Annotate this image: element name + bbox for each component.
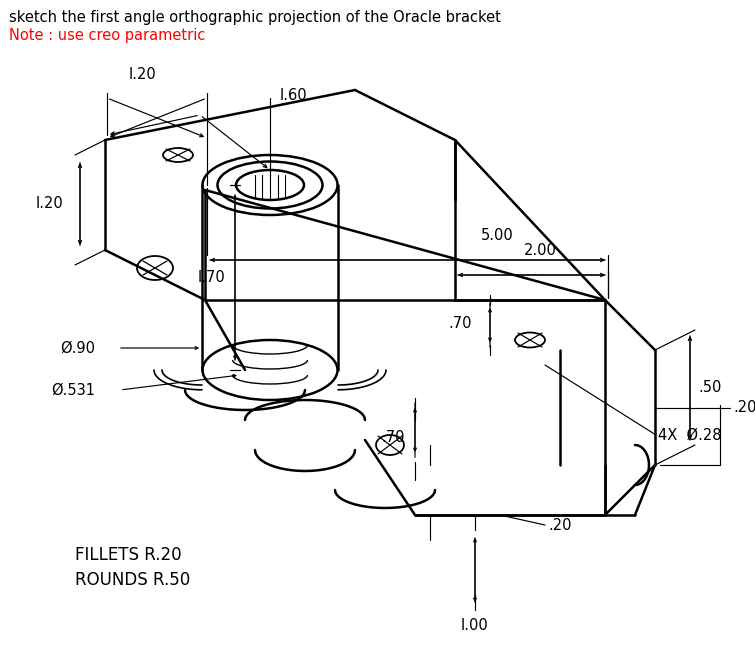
Text: I.20: I.20 xyxy=(129,67,157,82)
Text: I.00: I.00 xyxy=(461,618,489,633)
Text: .20: .20 xyxy=(733,401,755,416)
Text: Note : use creo parametric: Note : use creo parametric xyxy=(9,28,205,43)
Text: .70: .70 xyxy=(381,430,405,445)
Text: sketch the first angle orthographic projection of the Oracle bracket: sketch the first angle orthographic proj… xyxy=(9,10,501,25)
Text: 2.00: 2.00 xyxy=(523,243,556,258)
Text: 5.00: 5.00 xyxy=(481,228,513,243)
Text: .70: .70 xyxy=(448,316,472,331)
Text: I.20: I.20 xyxy=(35,196,63,212)
Text: Ø.90: Ø.90 xyxy=(60,341,95,355)
Text: .50: .50 xyxy=(698,380,721,395)
Text: Ø.531: Ø.531 xyxy=(51,382,95,397)
Text: 4X  Ø.28: 4X Ø.28 xyxy=(658,428,722,442)
Text: I.70: I.70 xyxy=(197,270,225,285)
Text: ROUNDS R.50: ROUNDS R.50 xyxy=(75,571,190,589)
Text: FILLETS R.20: FILLETS R.20 xyxy=(75,546,182,564)
Text: I.60: I.60 xyxy=(280,88,307,103)
Text: .20: .20 xyxy=(548,517,572,532)
